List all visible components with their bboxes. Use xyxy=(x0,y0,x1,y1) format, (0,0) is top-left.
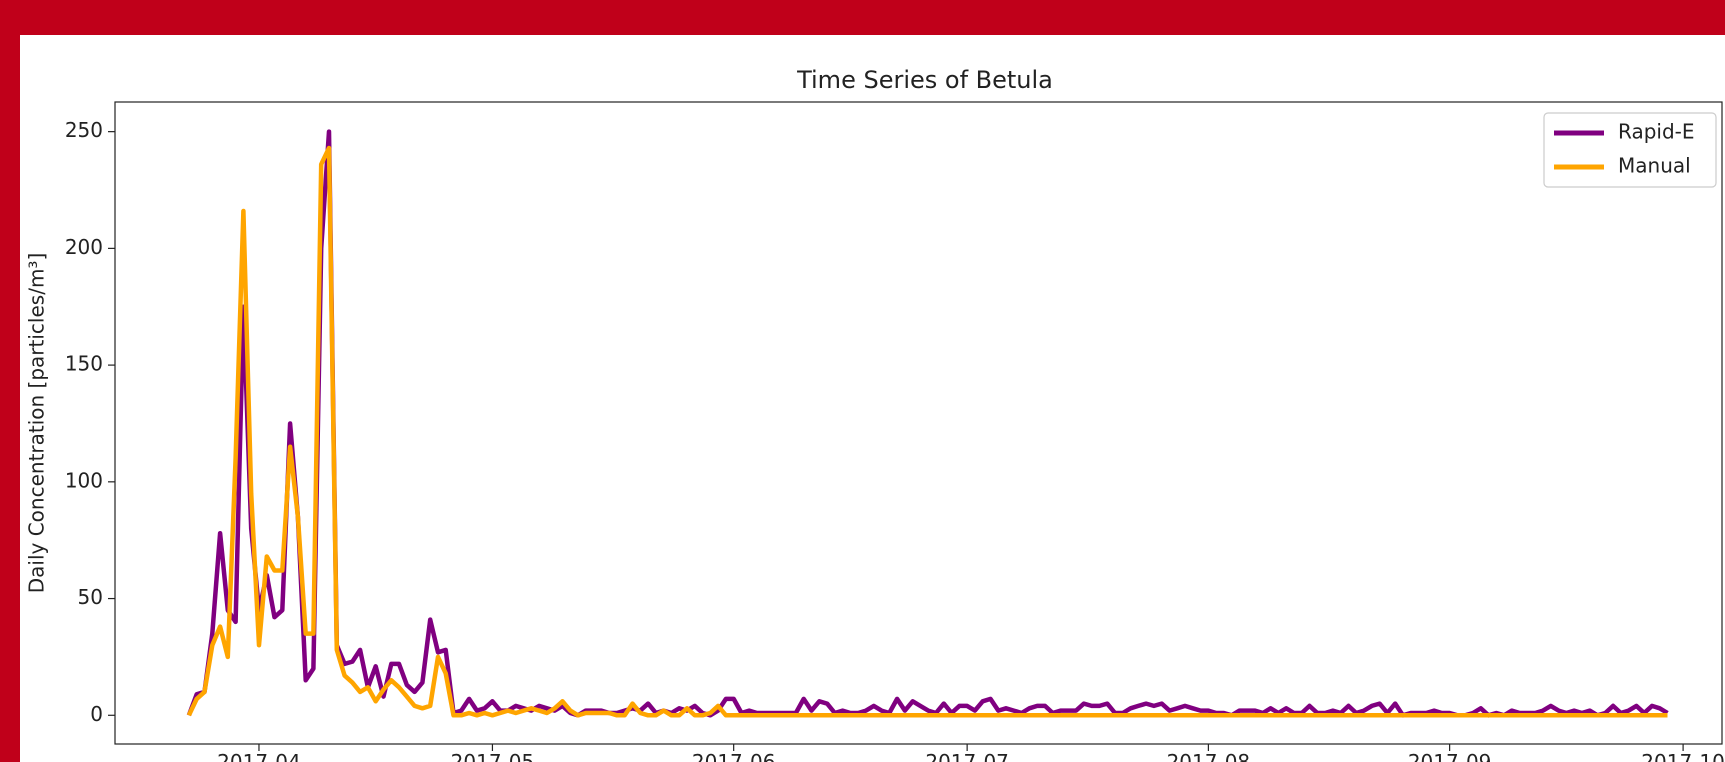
x-tick-label: 2017-09 xyxy=(1408,750,1492,762)
legend-label: Manual xyxy=(1618,154,1691,178)
axes-frame xyxy=(114,101,1723,745)
y-tick-label: 50 xyxy=(78,585,103,609)
chart-title: Time Series of Betula xyxy=(796,66,1053,94)
x-tick-label: 2017-06 xyxy=(692,750,776,762)
series-line xyxy=(186,145,1668,718)
x-tick-label: 2017-05 xyxy=(451,750,535,762)
y-tick-label: 150 xyxy=(65,352,103,376)
x-tick-label: 2017-10 xyxy=(1641,750,1725,762)
y-tick-label: 200 xyxy=(65,235,103,259)
y-axis-label: Daily Concentration [particles/m³] xyxy=(25,253,49,594)
x-tick-label: 2017-08 xyxy=(1167,750,1251,762)
legend-label: Rapid-E xyxy=(1618,120,1695,144)
y-tick-label: 100 xyxy=(65,468,103,492)
y-tick-label: 0 xyxy=(90,702,103,726)
x-tick-label: 2017-04 xyxy=(217,750,301,762)
y-tick-label: 250 xyxy=(65,118,103,142)
panel xyxy=(20,35,1725,762)
series-line xyxy=(186,129,1669,718)
x-tick-label: 2017-07 xyxy=(925,750,1009,762)
plot-area: 0 50 100 150 200 250 2017-04 2017-05 2017-06 2017… xyxy=(65,101,1725,762)
